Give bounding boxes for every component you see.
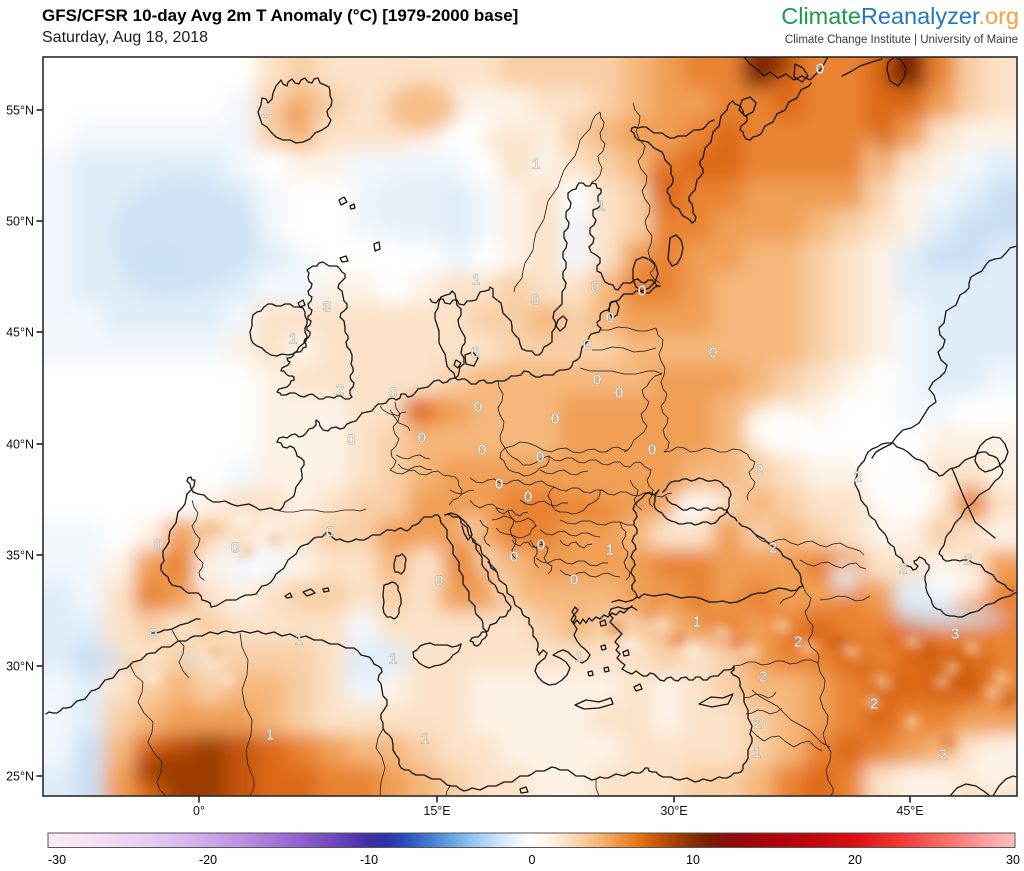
svg-text:0: 0: [755, 462, 763, 479]
svg-text:0: 0: [149, 626, 157, 643]
svg-text:1: 1: [289, 331, 297, 348]
svg-text:0: 0: [638, 283, 646, 300]
svg-text:0: 0: [495, 476, 503, 493]
svg-text:1: 1: [753, 745, 761, 762]
svg-text:30°E: 30°E: [660, 804, 687, 818]
svg-text:0: 0: [606, 310, 614, 327]
svg-text:GFS/CFSR 10-day Avg 2m T Anoma: GFS/CFSR 10-day Avg 2m T Anomaly (°C) [1…: [42, 6, 518, 25]
svg-text:2: 2: [899, 561, 907, 578]
svg-text:-10: -10: [360, 853, 378, 867]
svg-text:2: 2: [854, 469, 862, 486]
svg-text:0: 0: [471, 345, 479, 362]
svg-text:1: 1: [693, 614, 701, 631]
svg-text:0: 0: [551, 411, 559, 428]
svg-text:1: 1: [575, 649, 583, 666]
svg-text:0: 0: [418, 430, 426, 447]
svg-text:0: 0: [435, 573, 443, 590]
svg-text:1: 1: [472, 272, 480, 289]
svg-text:0: 0: [478, 442, 486, 459]
svg-text:2: 2: [939, 747, 947, 764]
svg-text:45°E: 45°E: [896, 804, 923, 818]
svg-text:ClimateReanalyzer.org: ClimateReanalyzer.org: [781, 3, 1019, 29]
svg-text:2: 2: [964, 552, 972, 569]
svg-text:50°N: 50°N: [6, 215, 34, 229]
svg-text:10: 10: [686, 853, 700, 867]
svg-text:0: 0: [583, 337, 591, 354]
svg-text:Climate Change Institute | Uni: Climate Change Institute | University of…: [785, 34, 1018, 46]
svg-text:-20: -20: [199, 853, 217, 867]
svg-text:1: 1: [597, 198, 605, 215]
svg-text:2: 2: [754, 716, 762, 733]
svg-text:0: 0: [474, 399, 482, 416]
svg-text:0: 0: [537, 537, 545, 554]
svg-text:55°N: 55°N: [6, 104, 34, 118]
svg-text:0: 0: [231, 540, 239, 557]
svg-text:0: 0: [531, 292, 539, 309]
svg-text:0: 0: [591, 279, 599, 296]
svg-text:0: 0: [709, 345, 717, 362]
svg-text:1: 1: [266, 727, 274, 744]
svg-text:0: 0: [510, 549, 518, 566]
svg-text:0: 0: [389, 385, 397, 402]
svg-text:1: 1: [421, 731, 429, 748]
svg-text:40°N: 40°N: [6, 438, 34, 452]
svg-text:30°N: 30°N: [6, 660, 34, 674]
svg-text:2: 2: [336, 382, 344, 399]
svg-text:1: 1: [606, 542, 614, 559]
svg-text:0: 0: [326, 524, 334, 541]
svg-text:0: 0: [347, 432, 355, 449]
svg-text:1: 1: [389, 651, 397, 668]
svg-text:0: 0: [529, 853, 536, 867]
svg-text:25°N: 25°N: [6, 770, 34, 784]
svg-text:35°N: 35°N: [6, 549, 34, 563]
svg-text:-30: -30: [48, 853, 66, 867]
svg-text:20: 20: [848, 853, 862, 867]
svg-text:30: 30: [1006, 853, 1020, 867]
svg-text:2: 2: [870, 696, 878, 713]
svg-text:0: 0: [536, 449, 544, 466]
svg-text:0: 0: [261, 105, 269, 122]
svg-text:0: 0: [648, 442, 656, 459]
svg-text:1: 1: [295, 632, 303, 649]
svg-text:Saturday, Aug 18, 2018: Saturday, Aug 18, 2018: [42, 29, 208, 46]
svg-text:3: 3: [951, 626, 959, 643]
svg-text:2: 2: [759, 669, 767, 686]
svg-text:0: 0: [816, 61, 824, 78]
svg-text:1: 1: [532, 156, 540, 173]
svg-text:0°: 0°: [193, 804, 205, 818]
svg-text:3: 3: [323, 299, 331, 316]
svg-text:2: 2: [769, 540, 777, 557]
svg-text:0: 0: [615, 385, 623, 402]
svg-text:2: 2: [794, 634, 802, 651]
svg-text:0: 0: [154, 537, 162, 554]
svg-text:45°N: 45°N: [6, 326, 34, 340]
svg-text:15°E: 15°E: [423, 804, 450, 818]
svg-text:0: 0: [570, 572, 578, 589]
svg-text:0: 0: [593, 372, 601, 389]
svg-text:0: 0: [524, 489, 532, 506]
